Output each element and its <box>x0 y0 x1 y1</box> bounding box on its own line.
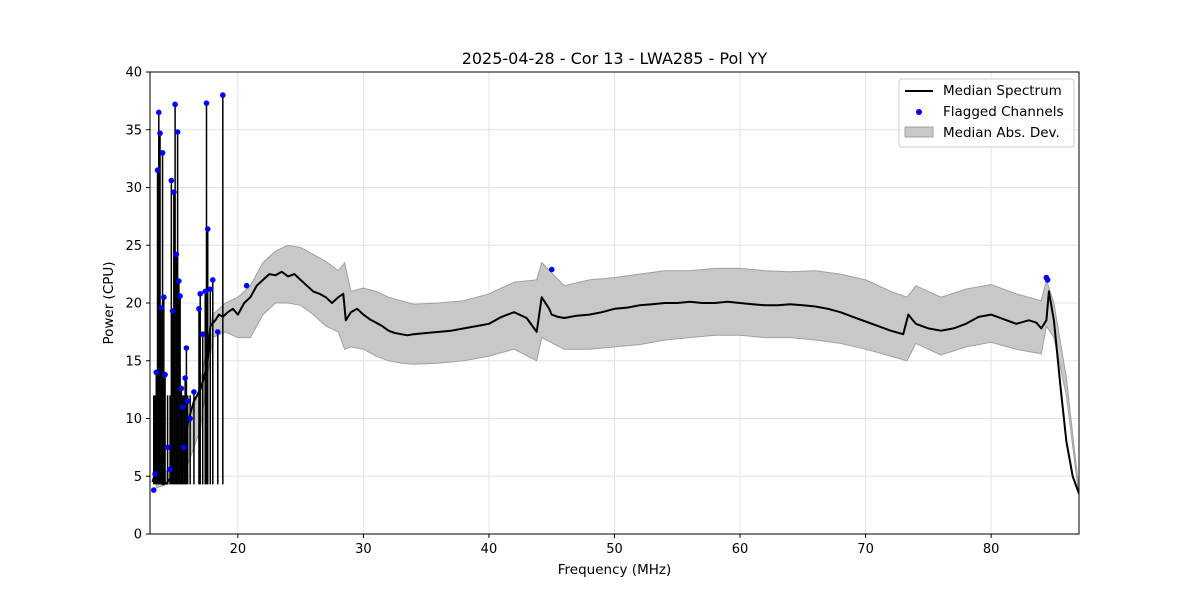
y-tick-label: 25 <box>125 239 142 254</box>
flagged-channel-point <box>173 251 180 258</box>
flagged-channel-point <box>197 290 204 297</box>
flagged-channel-point <box>191 389 197 395</box>
flagged-channel-point <box>209 277 216 283</box>
y-tick-label: 5 <box>134 470 142 485</box>
x-tick-label: 30 <box>355 542 372 557</box>
flagged-channel-point <box>174 129 181 135</box>
flagged-channel-point <box>153 369 160 376</box>
legend-mad-swatch <box>904 126 934 138</box>
legend-mad-label: Median Abs. Dev. <box>943 125 1060 141</box>
flagged-channel-point <box>184 398 191 404</box>
flagged-channel-point <box>159 150 166 156</box>
flagged-channel-point <box>203 100 210 106</box>
mad-band <box>155 244 1079 498</box>
y-tick-label: 20 <box>125 297 142 312</box>
x-tick-label: 70 <box>857 542 874 557</box>
flagged-channel-point <box>155 109 162 116</box>
flagged-channel-point <box>176 278 182 284</box>
x-tick-label: 40 <box>481 542 498 557</box>
flagged-channel-point <box>164 444 171 451</box>
flagged-channel-point <box>1044 277 1051 283</box>
y-axis-label: Power (CPU) <box>101 261 117 344</box>
flagged-channel-point <box>167 466 173 473</box>
flagged-channel-point <box>172 101 178 108</box>
flagged-channel-point <box>220 92 226 98</box>
flagged-channel-point <box>207 286 214 292</box>
flagged-channel-point <box>204 226 211 232</box>
flagged-channel-point <box>162 371 168 378</box>
flagged-channel-point <box>157 130 163 137</box>
legend-flagged-label: Flagged Channels <box>943 104 1064 120</box>
flagged-channel-point <box>214 329 221 335</box>
y-tick-label: 15 <box>125 354 142 369</box>
legend-box <box>898 78 1075 148</box>
flagged-channel-point <box>154 167 161 173</box>
legend: Median Spectrum Flagged Channels Median … <box>898 78 1075 148</box>
legend-flagged-swatch <box>916 109 922 115</box>
flagged-channel-point <box>196 305 202 312</box>
plot-area <box>150 92 1079 498</box>
x-tick-label: 80 <box>983 542 1000 557</box>
flagged-channel-point <box>182 375 188 381</box>
flagged-channel-point <box>171 189 177 195</box>
x-tick-label: 50 <box>606 542 623 557</box>
flagged-channel-point <box>202 288 209 295</box>
flagged-channel-point <box>548 266 555 273</box>
flagged-channel-point <box>179 404 186 410</box>
flagged-channel-point <box>178 385 185 392</box>
flagged-channel-point <box>168 177 175 184</box>
axis-ticks: 20 30 40 50 60 70 80 0 5 10 15 20 25 30 35 40 <box>125 66 999 558</box>
x-axis-label: Frequency (MHz) <box>558 562 671 578</box>
y-tick-label: 35 <box>125 123 142 138</box>
flagged-channel-point <box>150 487 157 493</box>
flagged-channel-point <box>183 345 190 351</box>
flagged-channel-point <box>152 471 158 477</box>
y-tick-label: 40 <box>125 66 142 81</box>
flagged-channel-point <box>181 444 187 451</box>
legend-median-label: Median Spectrum <box>943 83 1062 99</box>
flagged-channel-point <box>161 294 167 301</box>
flagged-channel-point <box>158 304 165 311</box>
flagged-channel-point <box>177 293 183 299</box>
flagged-channel-point <box>187 415 193 422</box>
x-tick-label: 60 <box>732 542 749 557</box>
x-tick-label: 20 <box>230 542 247 557</box>
chart-title: 2025-04-28 - Cor 13 - LWA285 - Pol YY <box>462 49 768 68</box>
flagged-channel-point <box>243 282 250 289</box>
flagged-channel-point <box>169 308 176 314</box>
y-tick-label: 30 <box>125 181 142 196</box>
flagged-channel-point <box>199 331 206 337</box>
y-tick-label: 0 <box>134 528 142 543</box>
y-tick-label: 10 <box>125 412 142 427</box>
